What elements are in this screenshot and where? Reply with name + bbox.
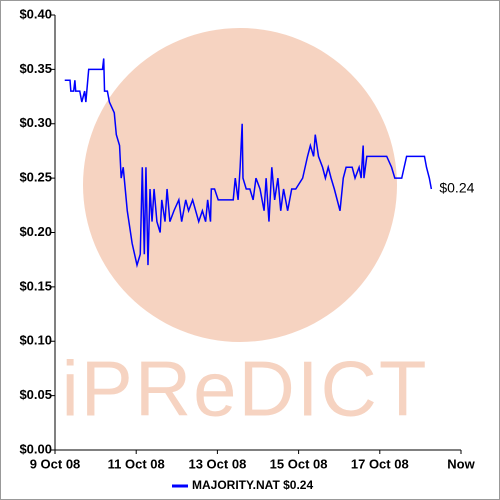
y-tick-label: $0.30 — [19, 115, 52, 130]
y-tick-label: $0.00 — [19, 441, 52, 456]
y-tick-label: $0.20 — [19, 224, 52, 239]
x-tick-label: 15 Oct 08 — [270, 456, 328, 471]
y-tick-label: $0.25 — [19, 170, 52, 185]
x-tick-label: 11 Oct 08 — [108, 456, 165, 471]
watermark-circle — [83, 28, 397, 342]
x-tick-label: 17 Oct 08 — [351, 456, 409, 471]
end-label: $0.24 — [439, 180, 474, 196]
x-tick-label: 9 Oct 08 — [30, 456, 81, 471]
y-tick-label: $0.35 — [19, 61, 52, 76]
x-tick-label: 13 Oct 08 — [188, 456, 246, 471]
y-tick-label: $0.10 — [19, 333, 52, 348]
y-tick-label: $0.05 — [19, 387, 52, 402]
watermark-text: iPReDICT — [61, 345, 428, 433]
y-tick-label: $0.40 — [19, 6, 52, 21]
y-tick-label: $0.15 — [19, 278, 52, 293]
x-tick-label: Now — [447, 456, 475, 471]
price-line — [64, 58, 433, 269]
legend-label: MAJORITY.NAT $0.24 — [192, 478, 313, 492]
